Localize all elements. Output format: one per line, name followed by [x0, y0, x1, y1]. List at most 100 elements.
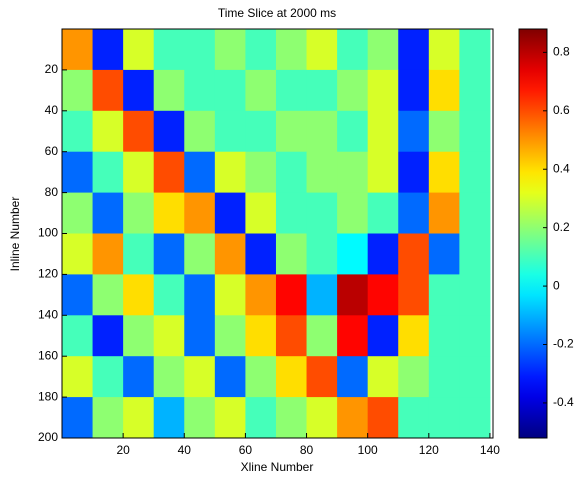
heatmap-cell: [123, 151, 155, 194]
y-tick-label: 20: [45, 62, 59, 76]
heatmap-cell: [214, 192, 246, 234]
colorbar-tick-label: 0.8: [553, 45, 570, 59]
heatmap-cell: [153, 110, 185, 153]
heatmap-cell: [245, 356, 277, 398]
heatmap-cell: [428, 192, 460, 234]
heatmap-cell: [459, 69, 491, 112]
heatmap-cell: [428, 69, 460, 112]
heatmap-cell: [337, 69, 369, 112]
heatmap-cell: [428, 110, 460, 153]
heatmap-cell: [62, 356, 94, 398]
heatmap-cell: [92, 69, 124, 112]
heatmap-cell: [123, 233, 155, 275]
heatmap-cell: [62, 151, 94, 194]
heatmap-cell: [459, 315, 491, 357]
heatmap-cell: [184, 151, 216, 194]
heatmap-cell: [62, 69, 94, 112]
heatmap-cell: [214, 397, 246, 439]
heatmap-cell: [337, 315, 369, 357]
heatmap-cell: [62, 315, 94, 357]
heatmap-cell: [275, 192, 308, 234]
heatmap-cell: [92, 397, 124, 439]
heatmap-cell: [184, 110, 216, 153]
heatmap-cell: [459, 274, 491, 316]
heatmap-cell: [153, 315, 185, 357]
colorbar-tick-label: 0.6: [553, 103, 570, 117]
heatmap-cell: [92, 110, 124, 153]
heatmap-cell: [245, 110, 277, 153]
colorbar-tick-label: 0.2: [553, 220, 570, 234]
heatmap-cell: [123, 397, 155, 439]
heatmap-cell: [184, 274, 216, 316]
y-tick-label: 100: [38, 226, 58, 240]
heatmap-cell: [398, 151, 430, 194]
heatmap-cell: [337, 110, 369, 153]
heatmap-cell: [398, 397, 430, 439]
x-tick-label: 80: [300, 443, 314, 457]
x-tick-label: 100: [358, 443, 378, 457]
heatmap-cell: [214, 356, 246, 398]
heatmap-cell: [214, 29, 246, 71]
y-tick-label: 200: [38, 430, 58, 444]
heatmap-cell: [123, 274, 155, 316]
heatmap-cell: [184, 315, 216, 357]
heatmap-cell: [306, 29, 338, 71]
heatmap-cell: [214, 69, 246, 112]
heatmap-cell: [184, 233, 216, 275]
heatmap-cell: [275, 29, 308, 71]
heatmap-cell: [428, 151, 460, 194]
heatmap-cell: [245, 274, 277, 316]
y-tick-label: 160: [38, 348, 58, 362]
x-tick-label: 60: [239, 443, 253, 457]
heatmap-cell: [367, 151, 399, 194]
heatmap-cell: [337, 233, 369, 275]
heatmap-cell: [459, 397, 491, 439]
heatmap-cell: [306, 356, 338, 398]
heatmap-cell: [245, 192, 277, 234]
heatmap-cell: [428, 397, 460, 439]
heatmap-cell: [367, 29, 399, 71]
heatmap-cell: [428, 274, 460, 316]
heatmap-cell: [123, 29, 155, 71]
heatmap-cell: [245, 69, 277, 112]
heatmap-cell: [92, 274, 124, 316]
heatmap-cell: [459, 29, 491, 71]
heatmap-cell: [337, 397, 369, 439]
heatmap-cell: [245, 233, 277, 275]
y-tick-label: 140: [38, 307, 58, 321]
heatmap-cell: [123, 356, 155, 398]
heatmap-cell: [306, 233, 338, 275]
y-tick-label: 80: [45, 185, 59, 199]
x-axis-label: Xline Number: [241, 460, 314, 474]
heatmap-cell: [275, 356, 308, 398]
heatmap-cell: [62, 29, 94, 71]
heatmap-cell: [398, 356, 430, 398]
colorbar-tick-label: 0: [553, 278, 560, 292]
heatmap-cell: [153, 274, 185, 316]
heatmap-cell: [214, 315, 246, 357]
heatmap-cell: [214, 151, 246, 194]
heatmap-cell: [367, 192, 399, 234]
heatmap-cell: [153, 151, 185, 194]
heatmap-cell: [337, 356, 369, 398]
heatmap-cell: [62, 192, 94, 234]
heatmap-cell: [153, 356, 185, 398]
x-tick-label: 20: [116, 443, 130, 457]
heatmap-cell: [123, 69, 155, 112]
heatmap-cell: [245, 29, 277, 71]
heatmap-cell: [275, 315, 308, 357]
heatmap-cell: [275, 110, 308, 153]
heatmap-cell: [459, 192, 491, 234]
colorbar: [518, 28, 548, 439]
heatmap-cell: [92, 151, 124, 194]
heatmap-cell: [275, 397, 308, 439]
heatmap-cell: [337, 274, 369, 316]
heatmap-cell: [367, 110, 399, 153]
heatmap-cell: [214, 110, 246, 153]
y-tick-label: 60: [45, 144, 59, 158]
heatmap-cell: [214, 274, 246, 316]
x-tick-label: 120: [419, 443, 439, 457]
heatmap-cell: [214, 233, 246, 275]
heatmap-cell: [367, 315, 399, 357]
